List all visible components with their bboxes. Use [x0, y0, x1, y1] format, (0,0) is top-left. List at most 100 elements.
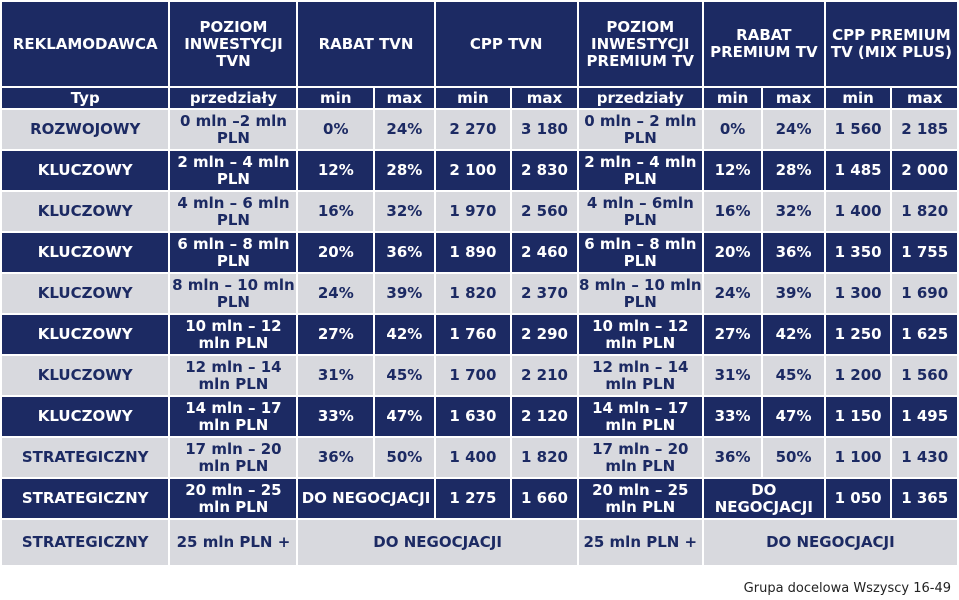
cell-rab-max: 42%: [375, 315, 434, 354]
cell-prab-max: 32%: [763, 192, 824, 231]
cell-cpp-max: 1 660: [512, 479, 577, 518]
cell-cpp-min: 1 700: [435, 356, 511, 395]
cell-type: KLUCZOWY: [2, 397, 169, 436]
cell-cpp-min: 2 100: [435, 151, 511, 190]
cell-type: KLUCZOWY: [2, 356, 169, 395]
cell-rab-max: 28%: [375, 151, 434, 190]
cell-inv-tvn: 8 mln – 10 mln PLN: [170, 274, 297, 313]
cell-prab-max: 47%: [763, 397, 824, 436]
cell-pcpp-max: 1 365: [892, 479, 957, 518]
cell-prab-min: 33%: [703, 397, 762, 436]
table-row: KLUCZOWY 4 mln – 6 mln PLN 16% 32% 1 970 2 56…: [2, 192, 957, 231]
cell-type: STRATEGICZNY: [2, 479, 169, 518]
cell-type: KLUCZOWY: [2, 233, 169, 272]
cell-prab-min: 12%: [703, 151, 762, 190]
cell-inv-tvn: 4 mln – 6 mln PLN: [170, 192, 297, 231]
cell-cpp-max: 2 290: [512, 315, 577, 354]
subheader-ranges: przedziały: [170, 88, 297, 108]
subheader-ranges: przedziały: [578, 88, 702, 108]
subheader-min: min: [825, 88, 891, 108]
cell-inv-prem: 4 mln – 6mln PLN: [578, 192, 702, 231]
cell-pcpp-min: 1 100: [825, 438, 891, 477]
cell-prab-max: 50%: [763, 438, 824, 477]
cell-cpp-min: 1 760: [435, 315, 511, 354]
cell-pcpp-min: 1 150: [825, 397, 891, 436]
cell-pcpp-max: 2 000: [892, 151, 957, 190]
cell-inv-tvn: 20 mln – 25 mln PLN: [170, 479, 297, 518]
cell-rab-min: 24%: [298, 274, 374, 313]
cell-pcpp-min: 1 485: [825, 151, 891, 190]
cell-rab-max: 24%: [375, 110, 434, 149]
cell-cpp-min: 1 970: [435, 192, 511, 231]
cell-rab-min: 31%: [298, 356, 374, 395]
cell-rab-max: 47%: [375, 397, 434, 436]
cell-pcpp-min: 1 350: [825, 233, 891, 272]
footer-note: Grupa docelowa Wszyscy 16-49: [743, 581, 951, 596]
cell-pcpp-max: 2 185: [892, 110, 957, 149]
header-discount-premium: RABAT PREMIUM TV: [703, 2, 824, 86]
cell-inv-tvn: 17 mln – 20 mln PLN: [170, 438, 297, 477]
cell-prab-min: 16%: [703, 192, 762, 231]
header-discount-tvn: RABAT TVN: [298, 2, 434, 86]
cell-rab-min: 12%: [298, 151, 374, 190]
cell-rab-max: 50%: [375, 438, 434, 477]
table-row: KLUCZOWY 14 mln – 17 mln PLN 33% 47% 1 630 2 …: [2, 397, 957, 436]
table-row: KLUCZOWY 12 mln – 14 mln PLN 31% 45% 1 700 2 …: [2, 356, 957, 395]
header-investment-tvn: POZIOM INWESTYCJI TVN: [170, 2, 297, 86]
table-body: REKLAMODAWCA POZIOM INWESTYCJI TVN RABAT…: [2, 2, 957, 565]
cell-rab-min: 0%: [298, 110, 374, 149]
cell-inv-prem: 2 mln – 4 mln PLN: [578, 151, 702, 190]
cell-type: STRATEGICZNY: [2, 520, 169, 565]
cell-cpp-min: 1 400: [435, 438, 511, 477]
cell-negotiate-prem: DO NEGOCJACJI: [703, 520, 957, 565]
cell-type: KLUCZOWY: [2, 315, 169, 354]
table-row: STRATEGICZNY 17 mln – 20 mln PLN 36% 50% 1 4…: [2, 438, 957, 477]
cell-cpp-min: 1 275: [435, 479, 511, 518]
subheader-min: min: [703, 88, 762, 108]
cell-prab-max: 36%: [763, 233, 824, 272]
cell-prab-min: 0%: [703, 110, 762, 149]
cell-rab-max: 32%: [375, 192, 434, 231]
cell-rab-min: 16%: [298, 192, 374, 231]
cell-cpp-min: 1 630: [435, 397, 511, 436]
cell-inv-prem: 20 mln – 25 mln PLN: [578, 479, 702, 518]
cell-cpp-min: 1 820: [435, 274, 511, 313]
subheader-max: max: [763, 88, 824, 108]
cell-pcpp-min: 1 400: [825, 192, 891, 231]
header-row: REKLAMODAWCA POZIOM INWESTYCJI TVN RABAT…: [2, 2, 957, 86]
subheader-type: Typ: [2, 88, 169, 108]
header-investment-premium: POZIOM INWESTYCJI PREMIUM TV: [578, 2, 702, 86]
cell-pcpp-max: 1 495: [892, 397, 957, 436]
cell-prab-min: 20%: [703, 233, 762, 272]
cell-pcpp-max: 1 820: [892, 192, 957, 231]
table-row: KLUCZOWY 10 mln – 12 mln PLN 27% 42% 1 760 2 …: [2, 315, 957, 354]
cell-inv-prem: 10 mln – 12 mln PLN: [578, 315, 702, 354]
table-row: KLUCZOWY 6 mln – 8 mln PLN 20% 36% 1 890 2 46…: [2, 233, 957, 272]
cell-prab-max: 42%: [763, 315, 824, 354]
cell-type: STRATEGICZNY: [2, 438, 169, 477]
cell-inv-tvn: 2 mln – 4 mln PLN: [170, 151, 297, 190]
cell-prab-max: 45%: [763, 356, 824, 395]
cell-rab-max: 45%: [375, 356, 434, 395]
header-cpp-tvn: CPP TVN: [435, 2, 577, 86]
subheader-max: max: [512, 88, 577, 108]
cell-cpp-min: 1 890: [435, 233, 511, 272]
header-advertiser: REKLAMODAWCA: [2, 2, 169, 86]
cell-inv-prem: 14 mln – 17 mln PLN: [578, 397, 702, 436]
cell-cpp-max: 2 830: [512, 151, 577, 190]
cell-pcpp-max: 1 755: [892, 233, 957, 272]
cell-prab-max: 28%: [763, 151, 824, 190]
cell-inv-prem: 6 mln – 8 mln PLN: [578, 233, 702, 272]
cell-cpp-max: 2 210: [512, 356, 577, 395]
cell-rab-min: 27%: [298, 315, 374, 354]
cell-type: ROZWOJOWY: [2, 110, 169, 149]
table-row: KLUCZOWY 8 mln – 10 mln PLN 24% 39% 1 820 2 3…: [2, 274, 957, 313]
cell-rab-max: 39%: [375, 274, 434, 313]
cell-pcpp-min: 1 560: [825, 110, 891, 149]
subheader-max: max: [375, 88, 434, 108]
cell-pcpp-min: 1 200: [825, 356, 891, 395]
cell-rab-min: 36%: [298, 438, 374, 477]
cell-prab-min: 27%: [703, 315, 762, 354]
cell-inv-tvn: 14 mln – 17 mln PLN: [170, 397, 297, 436]
cell-prab-max: 39%: [763, 274, 824, 313]
